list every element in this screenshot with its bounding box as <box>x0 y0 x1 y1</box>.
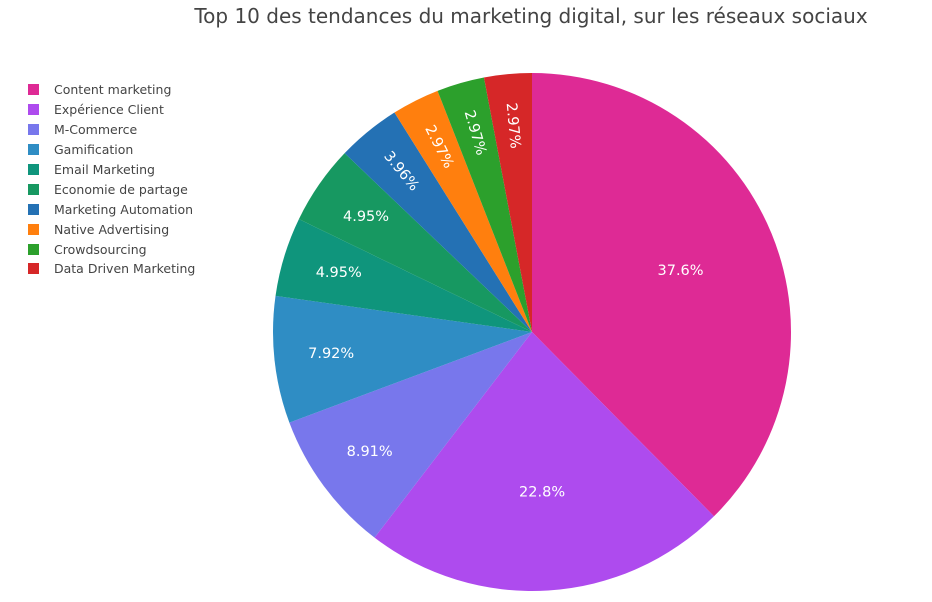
legend-swatch <box>28 104 39 116</box>
legend-swatch <box>28 243 39 255</box>
legend-label: Economie de partage <box>54 181 188 197</box>
pie-slice[interactable] <box>272 295 532 423</box>
slice-label: 2.97% <box>503 102 523 149</box>
legend-swatch <box>28 144 39 156</box>
pie-slice[interactable] <box>532 73 791 517</box>
legend: Content marketing Expérience Client M-Co… <box>28 80 195 279</box>
pie-slice[interactable] <box>298 153 532 332</box>
legend-swatch <box>28 84 39 96</box>
legend-label: Data Driven Marketing <box>54 261 196 277</box>
legend-item[interactable]: Data Driven Marketing <box>28 259 195 279</box>
pie-slice[interactable] <box>275 219 532 332</box>
legend-swatch <box>28 263 39 275</box>
pie-slice[interactable] <box>437 77 532 332</box>
legend-label: Crowdsourcing <box>54 241 147 257</box>
legend-swatch <box>28 183 39 195</box>
pie-slice[interactable] <box>289 332 532 538</box>
legend-item[interactable]: Expérience Client <box>28 100 195 120</box>
pie-slice[interactable] <box>344 112 532 333</box>
legend-label: Marketing Automation <box>54 201 194 217</box>
slice-label: 8.91% <box>347 444 393 460</box>
legend-swatch <box>28 124 39 136</box>
legend-label: Expérience Client <box>54 102 164 118</box>
legend-item[interactable]: Native Advertising <box>28 219 195 239</box>
slice-label: 7.92% <box>308 346 354 362</box>
legend-item[interactable]: Email Marketing <box>28 160 195 180</box>
legend-item[interactable]: M-Commerce <box>28 120 195 140</box>
legend-item[interactable]: Content marketing <box>28 80 195 100</box>
legend-swatch <box>28 164 39 175</box>
legend-swatch <box>28 223 39 235</box>
slice-label: 4.95% <box>316 265 362 281</box>
slice-label: 37.6% <box>658 263 704 279</box>
legend-swatch <box>28 203 39 215</box>
slice-label: 4.95% <box>343 209 389 225</box>
chart-title: Top 10 des tendances du marketing digita… <box>194 4 868 28</box>
pie-slice[interactable] <box>483 73 532 332</box>
legend-label: Native Advertising <box>54 221 170 237</box>
legend-label: Content marketing <box>54 82 172 98</box>
legend-item[interactable]: Marketing Automation <box>28 199 195 219</box>
legend-label: Email Marketing <box>54 162 155 177</box>
legend-label: M-Commerce <box>54 122 138 138</box>
legend-item[interactable]: Crowdsourcing <box>28 239 195 259</box>
pie-slice[interactable] <box>394 90 532 332</box>
legend-label: Gamification <box>54 142 134 158</box>
legend-item[interactable]: Economie de partage <box>28 179 195 199</box>
slice-label: 22.8% <box>519 484 565 500</box>
legend-item[interactable]: Gamification <box>28 140 195 160</box>
pie-slice[interactable] <box>374 332 714 591</box>
